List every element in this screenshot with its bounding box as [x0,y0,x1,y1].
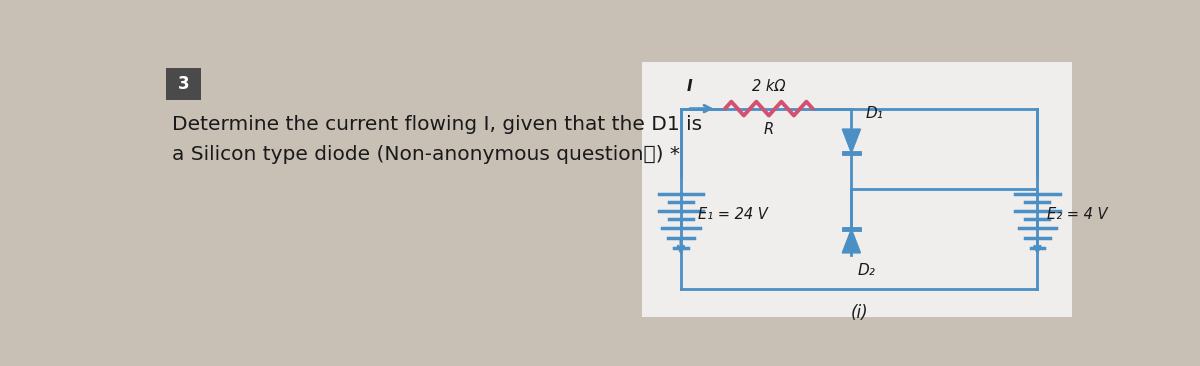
FancyBboxPatch shape [166,68,202,100]
Polygon shape [842,229,860,253]
Text: E₁ = 24 V: E₁ = 24 V [698,206,768,221]
Text: R: R [763,123,774,138]
Text: a Silicon type diode (Non-anonymous questionⓘ) *: a Silicon type diode (Non-anonymous ques… [172,145,679,164]
Text: I: I [688,79,692,94]
Text: D₁: D₁ [865,107,883,122]
Text: (i): (i) [851,304,868,322]
Text: Determine the current flowing I, given that the D1 is: Determine the current flowing I, given t… [172,115,702,134]
Polygon shape [842,129,860,153]
FancyBboxPatch shape [642,62,1073,317]
Text: D₂: D₂ [858,263,876,278]
Text: 3: 3 [178,75,190,93]
Text: E₂ = 4 V: E₂ = 4 V [1046,206,1108,221]
Text: 2 kΩ: 2 kΩ [752,79,786,94]
